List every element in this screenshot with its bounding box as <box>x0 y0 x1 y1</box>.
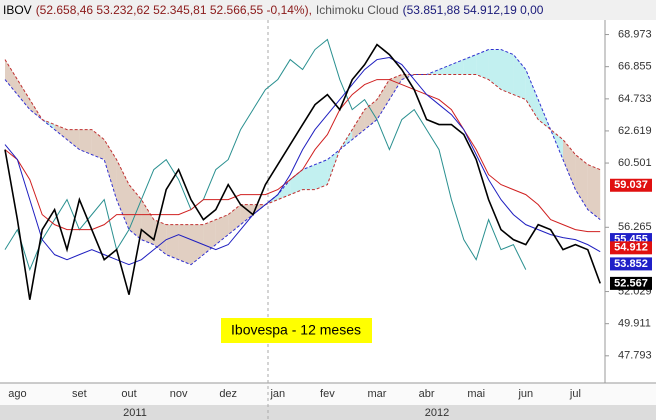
cloud-fill <box>525 69 539 120</box>
header-bar <box>0 0 656 20</box>
cloud-fill <box>29 99 43 120</box>
x-tick-label: jun <box>517 388 533 400</box>
y-tick-label: 60.501 <box>618 157 652 169</box>
series-line <box>4 43 601 300</box>
x-tick-label: jan <box>269 388 285 400</box>
cloud-fill <box>302 164 315 190</box>
cloud-fill <box>5 59 18 95</box>
cloud-fill <box>538 99 551 130</box>
ohlc: (52.658,46 53.232,62 52.345,81 52.566,55… <box>36 3 312 17</box>
price-tag-label: 52.567 <box>614 277 648 289</box>
price-tag <box>610 257 652 271</box>
cloud-fill <box>439 64 452 75</box>
cloud-fill <box>476 49 489 80</box>
cloud-fill <box>129 184 142 240</box>
cloud-fill <box>240 204 253 225</box>
x-tick-label: set <box>72 388 87 400</box>
cloud-fill <box>104 139 117 200</box>
price-tag <box>610 276 652 290</box>
cloud-fill <box>587 164 601 220</box>
annotation: Ibovespa - 12 meses <box>231 322 361 338</box>
cloud-fill <box>290 169 303 195</box>
year-label: 2011 <box>123 407 147 419</box>
y-tick-label: 47.793 <box>618 350 652 362</box>
cloud-fill <box>451 59 464 75</box>
cloud-fill <box>513 54 526 100</box>
y-tick-label: 68.973 <box>618 28 652 40</box>
study-name: Ichimoku Cloud <box>316 3 399 17</box>
year-bar <box>0 405 656 420</box>
cloud-fill <box>91 129 105 160</box>
cloud-fill <box>17 79 30 110</box>
cloud-fill <box>191 224 204 265</box>
header-text: IBOV (52.658,46 53.232,62 52.345,81 52.56… <box>3 3 544 17</box>
y-tick-label: 66.855 <box>618 61 652 73</box>
series-line <box>4 59 601 226</box>
cloud-fill <box>277 179 291 200</box>
cloud-fill <box>501 49 514 95</box>
series-line <box>4 57 601 266</box>
cloud-fill <box>315 159 328 190</box>
y-tick-label: 64.733 <box>618 93 652 105</box>
cloud-fill <box>352 109 365 140</box>
x-tick-label: jul <box>569 388 581 400</box>
x-axis-bar <box>0 383 656 405</box>
x-tick-label: nov <box>170 388 188 400</box>
cloud-fill <box>166 224 179 260</box>
cloud-fill <box>463 54 477 75</box>
cloud-fill <box>67 129 80 150</box>
x-tick-label: dez <box>219 388 237 400</box>
x-tick-label: mar <box>368 388 387 400</box>
price-tag <box>610 178 652 192</box>
cloud-fill <box>79 129 92 155</box>
y-tick-label: 62.619 <box>618 125 652 137</box>
cloud-fill <box>141 199 154 245</box>
series-line <box>4 38 527 272</box>
x-tick-label: ago <box>8 388 26 400</box>
price-tag-label: 59.037 <box>614 179 648 191</box>
price-tag-label: 54.912 <box>614 242 648 254</box>
year-label: 2012 <box>425 407 449 419</box>
x-tick-label: out <box>121 388 136 400</box>
y-tick-label: 56.265 <box>618 221 652 233</box>
cloud-fill <box>364 99 377 130</box>
cloud-fill <box>178 224 191 265</box>
cloud-fill <box>575 154 588 210</box>
symbol: IBOV <box>3 3 32 17</box>
x-tick-label: abr <box>419 388 435 400</box>
y-tick-label: 49.911 <box>618 318 651 330</box>
cloud-fill <box>116 159 129 230</box>
study-values: (53.851,88 54.912,19 0,00 <box>403 3 544 17</box>
cloud-fill <box>488 49 501 90</box>
price-tag <box>610 241 652 255</box>
header: IBOV (52.658,46 53.232,62 52.345,81 52.56… <box>3 3 544 17</box>
annotation-box <box>221 318 372 343</box>
x-tick-label: mai <box>467 388 485 400</box>
x-tick-label: fev <box>320 388 335 400</box>
cloud-fill <box>215 214 229 245</box>
cloud-fill <box>54 124 67 140</box>
cloud-fill <box>426 69 439 75</box>
cloud-fill <box>377 79 390 120</box>
cloud-fill <box>228 204 241 235</box>
series-line <box>4 79 601 233</box>
price-tag-label: 53.852 <box>614 258 648 270</box>
cloud-fill <box>563 139 576 190</box>
